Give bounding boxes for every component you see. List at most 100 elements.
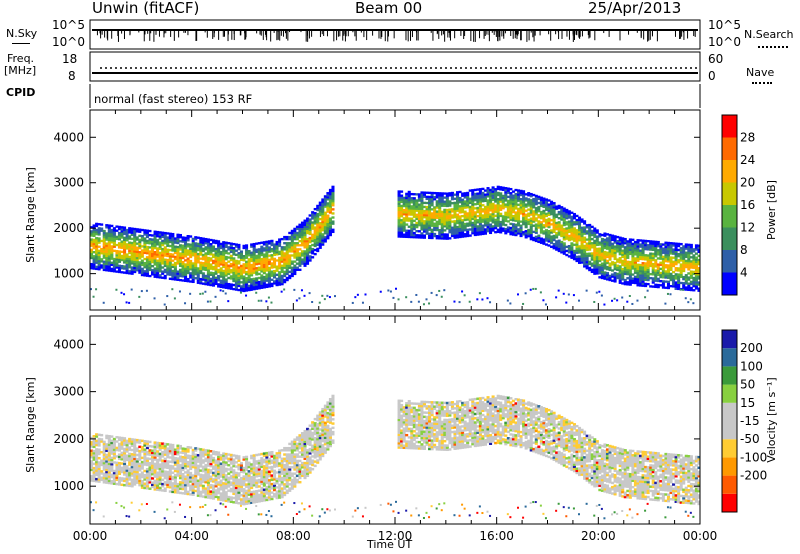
velocity-cell bbox=[143, 444, 147, 447]
velocity-cell bbox=[115, 461, 119, 465]
power-cell bbox=[178, 258, 182, 261]
power-cell bbox=[331, 187, 335, 191]
power-cell bbox=[283, 254, 287, 257]
power-cell bbox=[397, 221, 401, 224]
power-cell bbox=[237, 278, 241, 281]
power-cell bbox=[425, 220, 429, 223]
power-cell bbox=[463, 218, 467, 222]
power-cell bbox=[97, 249, 101, 253]
power-cell bbox=[321, 200, 325, 203]
power-cell bbox=[501, 219, 505, 222]
power-cell bbox=[95, 288, 98, 291]
power-cell bbox=[628, 265, 632, 268]
power-cell bbox=[143, 231, 147, 234]
power-cell bbox=[608, 237, 612, 241]
velocity-cell bbox=[148, 481, 152, 484]
power-cell bbox=[206, 256, 210, 260]
power-cell bbox=[585, 252, 589, 256]
power-cell bbox=[570, 227, 574, 231]
power-cell bbox=[646, 268, 650, 271]
power-cell bbox=[171, 275, 175, 279]
velocity-cell bbox=[117, 481, 121, 484]
power-cell bbox=[595, 266, 599, 269]
power-cell bbox=[534, 196, 538, 200]
power-cell bbox=[428, 191, 432, 195]
velocity-cell bbox=[158, 459, 162, 462]
power-cell bbox=[672, 264, 676, 268]
power-cell bbox=[552, 230, 556, 234]
power-cell bbox=[458, 209, 462, 212]
power-cell bbox=[628, 260, 632, 264]
power-cell bbox=[694, 262, 698, 266]
power-cell bbox=[532, 206, 536, 209]
power-cell bbox=[570, 252, 574, 255]
power-cell bbox=[135, 256, 139, 260]
power-cell bbox=[166, 238, 170, 241]
power-cell bbox=[445, 202, 449, 206]
power-cell bbox=[148, 258, 152, 261]
power-cell bbox=[616, 258, 620, 261]
power-cell bbox=[420, 205, 424, 209]
power-cell bbox=[669, 266, 673, 269]
power-cell bbox=[285, 235, 289, 239]
power-cell bbox=[468, 213, 472, 217]
power-cell bbox=[433, 226, 437, 230]
velocity-cell bbox=[125, 515, 128, 518]
power-cell bbox=[433, 214, 437, 217]
power-cell bbox=[674, 242, 678, 245]
velocity-cell bbox=[140, 467, 144, 470]
velocity-cell bbox=[151, 470, 155, 474]
power-cell bbox=[318, 232, 322, 235]
power-cell bbox=[588, 234, 592, 237]
power-cell bbox=[522, 208, 526, 211]
power-cell bbox=[242, 259, 246, 262]
power-cell bbox=[542, 209, 546, 213]
power-cell bbox=[278, 279, 282, 282]
power-cell bbox=[514, 215, 518, 218]
power-cell bbox=[176, 260, 180, 263]
power-cell bbox=[219, 271, 223, 274]
velocity-cell bbox=[140, 463, 144, 466]
velocity-cell bbox=[156, 452, 160, 455]
velocity-cell bbox=[130, 438, 134, 441]
power-cell bbox=[135, 236, 139, 239]
power-cell bbox=[514, 199, 518, 202]
power-cell bbox=[692, 285, 696, 288]
power-cell bbox=[300, 235, 304, 239]
power-cell bbox=[666, 272, 670, 275]
power-cell bbox=[123, 261, 127, 264]
power-cell bbox=[300, 254, 304, 257]
power-cell bbox=[255, 277, 259, 280]
power-cell bbox=[689, 260, 693, 263]
power-cell bbox=[214, 264, 218, 267]
velocity-cell bbox=[138, 473, 142, 476]
power-cell bbox=[689, 266, 693, 269]
power-cell bbox=[262, 263, 266, 266]
power-cell bbox=[628, 283, 632, 286]
power-cell bbox=[560, 218, 564, 221]
power-cell bbox=[267, 285, 271, 288]
power-cell bbox=[295, 231, 299, 235]
power-cell bbox=[583, 250, 587, 254]
power-cell bbox=[316, 233, 320, 236]
power-cell bbox=[636, 269, 640, 273]
power-cell bbox=[138, 265, 142, 268]
power-cell bbox=[153, 275, 157, 278]
power-cell bbox=[623, 262, 627, 265]
power-cell bbox=[659, 253, 663, 256]
velocity-cell bbox=[158, 482, 162, 485]
power-cell bbox=[173, 274, 177, 277]
power-cell bbox=[491, 186, 495, 189]
power-cell bbox=[328, 227, 332, 231]
power-cell bbox=[598, 253, 602, 256]
power-cell bbox=[415, 236, 419, 239]
velocity-cell bbox=[120, 462, 124, 465]
velocity-cell bbox=[110, 463, 114, 466]
power-cell bbox=[323, 201, 327, 204]
power-cell bbox=[560, 208, 564, 211]
power-cell bbox=[201, 266, 205, 269]
power-cell bbox=[422, 236, 426, 239]
power-cell bbox=[557, 233, 561, 236]
power-cell bbox=[392, 296, 395, 299]
power-cell bbox=[318, 242, 322, 245]
